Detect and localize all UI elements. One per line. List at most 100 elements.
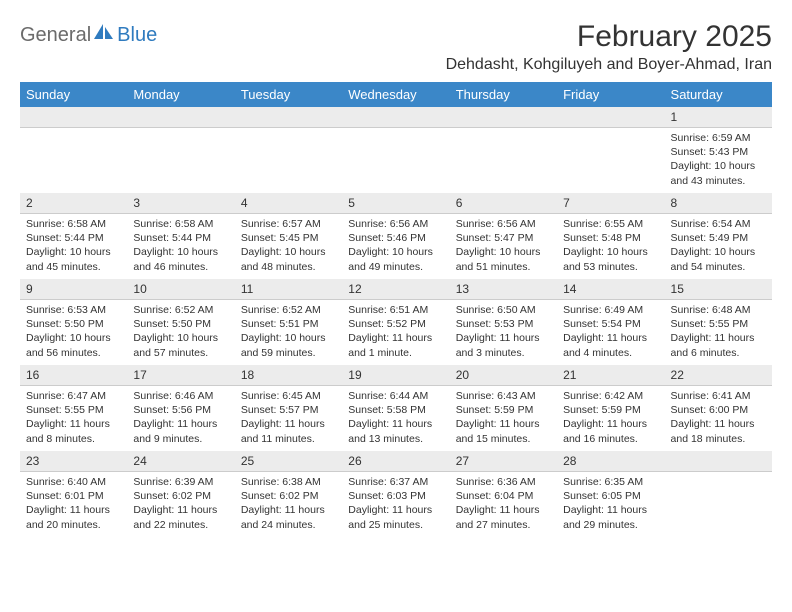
calendar-cell	[450, 107, 557, 193]
day-details: Sunrise: 6:44 AMSunset: 5:58 PMDaylight:…	[342, 386, 449, 450]
daylight-text: Daylight: 11 hours and 16 minutes.	[563, 417, 658, 445]
weekday-header-row: Sunday Monday Tuesday Wednesday Thursday…	[20, 82, 772, 107]
sunset-text: Sunset: 5:55 PM	[671, 317, 766, 331]
day-number: 17	[127, 365, 234, 386]
calendar-cell: 26Sunrise: 6:37 AMSunset: 6:03 PMDayligh…	[342, 451, 449, 537]
daylight-text: Daylight: 10 hours and 57 minutes.	[133, 331, 228, 359]
calendar-cell	[127, 107, 234, 193]
daylight-text: Daylight: 11 hours and 13 minutes.	[348, 417, 443, 445]
day-number: 23	[20, 451, 127, 472]
sunrise-text: Sunrise: 6:45 AM	[241, 389, 336, 403]
day-details: Sunrise: 6:56 AMSunset: 5:47 PMDaylight:…	[450, 214, 557, 278]
day-number-empty	[342, 107, 449, 128]
day-number: 14	[557, 279, 664, 300]
day-number: 18	[235, 365, 342, 386]
day-number: 5	[342, 193, 449, 214]
sunset-text: Sunset: 5:57 PM	[241, 403, 336, 417]
daylight-text: Daylight: 11 hours and 18 minutes.	[671, 417, 766, 445]
logo-text-general: General	[20, 24, 91, 47]
sunrise-text: Sunrise: 6:50 AM	[456, 303, 551, 317]
calendar-cell: 8Sunrise: 6:54 AMSunset: 5:49 PMDaylight…	[665, 193, 772, 279]
day-number: 19	[342, 365, 449, 386]
day-details: Sunrise: 6:48 AMSunset: 5:55 PMDaylight:…	[665, 300, 772, 364]
sunset-text: Sunset: 5:43 PM	[671, 145, 766, 159]
daylight-text: Daylight: 11 hours and 11 minutes.	[241, 417, 336, 445]
daylight-text: Daylight: 11 hours and 6 minutes.	[671, 331, 766, 359]
sunset-text: Sunset: 5:53 PM	[456, 317, 551, 331]
calendar-week-row: 2Sunrise: 6:58 AMSunset: 5:44 PMDaylight…	[20, 193, 772, 279]
calendar-cell: 20Sunrise: 6:43 AMSunset: 5:59 PMDayligh…	[450, 365, 557, 451]
day-number: 16	[20, 365, 127, 386]
day-details: Sunrise: 6:54 AMSunset: 5:49 PMDaylight:…	[665, 214, 772, 278]
sunrise-text: Sunrise: 6:56 AM	[348, 217, 443, 231]
day-number: 13	[450, 279, 557, 300]
sunset-text: Sunset: 5:46 PM	[348, 231, 443, 245]
sunrise-text: Sunrise: 6:41 AM	[671, 389, 766, 403]
sunrise-text: Sunrise: 6:59 AM	[671, 131, 766, 145]
day-details: Sunrise: 6:50 AMSunset: 5:53 PMDaylight:…	[450, 300, 557, 364]
sunrise-text: Sunrise: 6:36 AM	[456, 475, 551, 489]
day-number-empty	[127, 107, 234, 128]
day-details: Sunrise: 6:36 AMSunset: 6:04 PMDaylight:…	[450, 472, 557, 536]
calendar-cell: 18 Sunrise: 6:45 AMSunset: 5:57 PMDayligh…	[235, 365, 342, 451]
sunrise-text: Sunrise: 6:44 AM	[348, 389, 443, 403]
sunset-text: Sunset: 5:44 PM	[26, 231, 121, 245]
day-details: Sunrise: 6:49 AMSunset: 5:54 PMDaylight:…	[557, 300, 664, 364]
sunset-text: Sunset: 5:50 PM	[133, 317, 228, 331]
sunset-text: Sunset: 6:02 PM	[241, 489, 336, 503]
sunset-text: Sunset: 5:47 PM	[456, 231, 551, 245]
sunrise-text: Sunrise: 6:54 AM	[671, 217, 766, 231]
day-number: 28	[557, 451, 664, 472]
logo-text-blue: Blue	[117, 24, 157, 47]
daylight-text: Daylight: 11 hours and 15 minutes.	[456, 417, 551, 445]
calendar-cell: 16Sunrise: 6:47 AMSunset: 5:55 PMDayligh…	[20, 365, 127, 451]
sunrise-text: Sunrise: 6:56 AM	[456, 217, 551, 231]
weekday-header: Wednesday	[342, 82, 449, 107]
sunrise-text: Sunrise: 6:38 AM	[241, 475, 336, 489]
daylight-text: Daylight: 10 hours and 48 minutes.	[241, 245, 336, 273]
sunrise-text: Sunrise: 6:52 AM	[241, 303, 336, 317]
day-number: 6	[450, 193, 557, 214]
daylight-text: Daylight: 11 hours and 4 minutes.	[563, 331, 658, 359]
sunrise-text: Sunrise: 6:46 AM	[133, 389, 228, 403]
day-number-empty	[665, 451, 772, 472]
daylight-text: Daylight: 10 hours and 45 minutes.	[26, 245, 121, 273]
day-details: Sunrise: 6:47 AMSunset: 5:55 PMDaylight:…	[20, 386, 127, 450]
calendar-table: Sunday Monday Tuesday Wednesday Thursday…	[20, 82, 772, 537]
sunset-text: Sunset: 5:59 PM	[456, 403, 551, 417]
sunrise-text: Sunrise: 6:53 AM	[26, 303, 121, 317]
calendar-cell: 25Sunrise: 6:38 AMSunset: 6:02 PMDayligh…	[235, 451, 342, 537]
calendar-cell: 19Sunrise: 6:44 AMSunset: 5:58 PMDayligh…	[342, 365, 449, 451]
daylight-text: Daylight: 11 hours and 24 minutes.	[241, 503, 336, 531]
calendar-week-row: 9Sunrise: 6:53 AMSunset: 5:50 PMDaylight…	[20, 279, 772, 365]
day-details: Sunrise: 6:52 AMSunset: 5:51 PMDaylight:…	[235, 300, 342, 364]
calendar-cell: 15Sunrise: 6:48 AMSunset: 5:55 PMDayligh…	[665, 279, 772, 365]
sunrise-text: Sunrise: 6:43 AM	[456, 389, 551, 403]
day-number: 12	[342, 279, 449, 300]
day-details: Sunrise: 6:57 AMSunset: 5:45 PMDaylight:…	[235, 214, 342, 278]
sunset-text: Sunset: 5:55 PM	[26, 403, 121, 417]
calendar-cell: 21Sunrise: 6:42 AMSunset: 5:59 PMDayligh…	[557, 365, 664, 451]
sunrise-text: Sunrise: 6:51 AM	[348, 303, 443, 317]
day-details: Sunrise: 6:56 AMSunset: 5:46 PMDaylight:…	[342, 214, 449, 278]
calendar-body: 1Sunrise: 6:59 AMSunset: 5:43 PMDaylight…	[20, 107, 772, 537]
sunset-text: Sunset: 5:44 PM	[133, 231, 228, 245]
day-details: Sunrise: 6:58 AMSunset: 5:44 PMDaylight:…	[20, 214, 127, 278]
daylight-text: Daylight: 11 hours and 20 minutes.	[26, 503, 121, 531]
calendar-cell: 23Sunrise: 6:40 AMSunset: 6:01 PMDayligh…	[20, 451, 127, 537]
day-number: 3	[127, 193, 234, 214]
daylight-text: Daylight: 11 hours and 22 minutes.	[133, 503, 228, 531]
sunset-text: Sunset: 5:48 PM	[563, 231, 658, 245]
day-number: 7	[557, 193, 664, 214]
day-number: 11	[235, 279, 342, 300]
logo-sail-icon	[93, 24, 115, 47]
daylight-text: Daylight: 10 hours and 46 minutes.	[133, 245, 228, 273]
sunset-text: Sunset: 5:45 PM	[241, 231, 336, 245]
sunset-text: Sunset: 5:49 PM	[671, 231, 766, 245]
header: General Blue February 2025 Dehdasht, Koh…	[20, 20, 772, 74]
daylight-text: Daylight: 11 hours and 29 minutes.	[563, 503, 658, 531]
calendar-cell: 6Sunrise: 6:56 AMSunset: 5:47 PMDaylight…	[450, 193, 557, 279]
day-number-empty	[235, 107, 342, 128]
daylight-text: Daylight: 11 hours and 1 minute.	[348, 331, 443, 359]
day-number: 4	[235, 193, 342, 214]
